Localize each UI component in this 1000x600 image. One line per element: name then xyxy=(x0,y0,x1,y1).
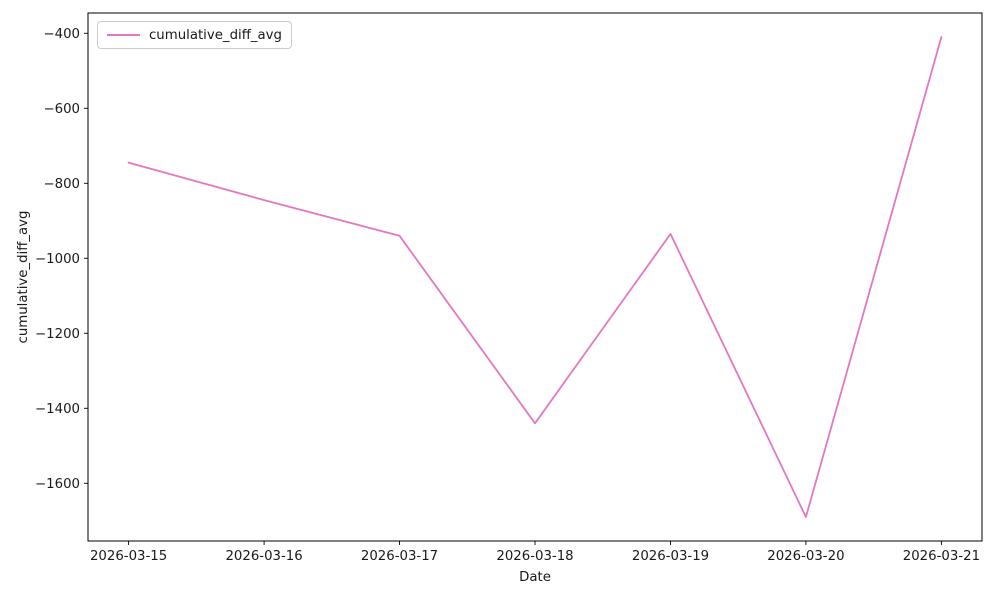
legend[interactable]: cumulative_diff_avg xyxy=(97,21,292,49)
plot-area: −400 −600 −800 −1000 −1200 −1400 −1600 2026-03-… xyxy=(35,12,983,564)
x-tick-label: 2026-03-20 xyxy=(767,549,844,564)
y-tick-label: −1400 xyxy=(35,402,80,417)
y-tick-label: −400 xyxy=(43,27,80,42)
legend-label: cumulative_diff_avg xyxy=(149,27,282,43)
x-tick-label: 2026-03-19 xyxy=(632,549,709,564)
data-line xyxy=(127,36,943,518)
x-tick-label: 2026-03-18 xyxy=(496,549,573,564)
y-tick-label: −800 xyxy=(43,177,80,192)
y-tick-label: −1600 xyxy=(35,477,80,492)
axes-spines xyxy=(87,12,983,542)
y-tick-label: −600 xyxy=(43,102,80,117)
legend-line-sample-icon xyxy=(107,34,140,36)
y-tick-label: −1200 xyxy=(35,327,80,342)
y-tick-label: −1000 xyxy=(35,252,80,267)
y-axis-label: cumulative_diff_avg xyxy=(16,211,31,344)
x-tick-label: 2026-03-21 xyxy=(903,549,980,564)
x-tick-label: 2026-03-15 xyxy=(90,549,167,564)
x-axis-label: Date xyxy=(519,570,551,585)
x-tick-label: 2026-03-16 xyxy=(225,549,302,564)
x-tick-label: 2026-03-17 xyxy=(361,549,438,564)
